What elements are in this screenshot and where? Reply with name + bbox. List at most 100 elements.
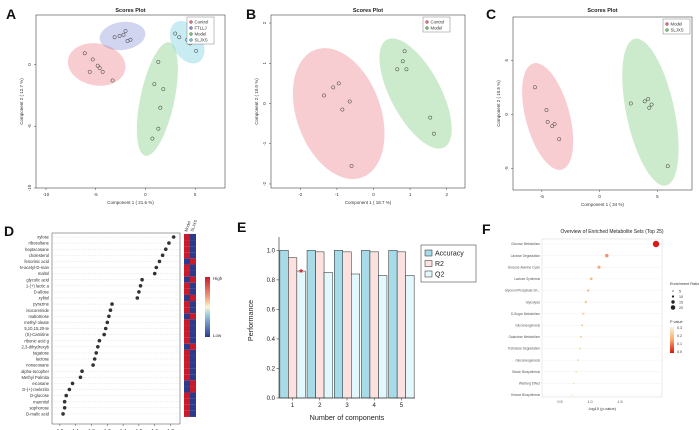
color-legend-label: 0.1 — [677, 342, 682, 346]
metabolite-set-label: Gluconeogenesis — [515, 324, 540, 328]
heat-cell-sljxs — [190, 398, 196, 405]
enrichment-point — [577, 359, 579, 362]
metabolite-set-label: Glycerol Phosphate Sh... — [505, 289, 540, 293]
score-point-control — [95, 63, 100, 68]
heat-cell-model — [184, 252, 190, 259]
legend-label: SLJXS — [195, 38, 208, 43]
heat-cell-model — [184, 368, 190, 375]
heat-cell-sljxs — [190, 368, 196, 375]
heat-cell-sljxs — [190, 294, 196, 302]
metabolite-label: 2,3-dihydroxyb — [22, 344, 50, 349]
y-axis-label: Component 2 ( 10.5 %) — [496, 80, 501, 127]
bar-q2 — [296, 270, 306, 399]
enrichment-point — [575, 370, 578, 373]
color-legend-label: 0.2 — [677, 334, 682, 338]
x-tick-label: -5 — [540, 194, 544, 199]
vip-point — [138, 284, 143, 288]
legend-label: SLJXS — [671, 28, 684, 33]
score-point-model — [550, 124, 555, 129]
vip-point — [135, 296, 140, 300]
score-point-control — [110, 78, 115, 83]
x-axis-label: Component 1 ( 34 %) — [581, 202, 624, 207]
heat-cell-model — [184, 313, 190, 320]
heat-cell-sljxs — [190, 313, 196, 320]
legend-label: R2 — [435, 261, 444, 268]
score-point-control — [100, 69, 105, 74]
metabolite-label: D-allose — [34, 290, 50, 295]
score-point-control — [82, 51, 87, 56]
plot-frame — [35, 14, 226, 189]
score-point-ftllj — [121, 32, 126, 37]
vip-point — [154, 265, 159, 270]
heat-cell-sljxs — [190, 307, 196, 314]
metabolite-set-label: Galactose Metabolism — [508, 335, 540, 339]
panel-a-scores-plot: Scores Plot -10 -5 0 5 -10 -5 0 Component 1 ( 21… — [19, 8, 226, 205]
enrichment-point — [589, 277, 593, 281]
metabolite-set-label: Glycolysis — [526, 300, 541, 304]
color-legend-label: 0.3 — [677, 326, 682, 330]
heatmap-column-label: Model — [183, 220, 191, 232]
score-point-ftllj — [125, 39, 130, 43]
y-tick-label: -1 — [262, 141, 267, 145]
heat-cell-model — [184, 319, 190, 326]
score-point-sljxs — [665, 164, 670, 169]
enrichment-point — [586, 289, 590, 292]
vip-point — [64, 393, 69, 398]
bar-accuracy — [334, 250, 343, 399]
legend-swatch — [424, 249, 433, 257]
x-tick-label: 0 — [144, 192, 147, 197]
panel-d: D xylose ribosultane heptacosane cholestero… — [0, 215, 235, 430]
score-point-sljxs — [646, 97, 651, 102]
vip-point — [62, 399, 67, 404]
legend-label: Model — [195, 32, 207, 37]
x-axis-label: Component 1 ( 21.6 %) — [107, 200, 154, 205]
heat-cell-sljxs — [190, 343, 196, 350]
y-tick-label: 0 — [27, 63, 32, 66]
heat-cell-model — [184, 276, 190, 283]
score-point-model — [156, 60, 161, 64]
enrichment-point — [605, 253, 609, 258]
metabolite-label: nonacosane — [26, 363, 49, 368]
y-tick-label: 1 — [262, 62, 267, 65]
heat-cell-sljxs — [190, 362, 196, 369]
heat-cell-sljxs — [190, 319, 196, 326]
metabolite-label: cholesterol — [29, 253, 49, 258]
size-legend-dot — [672, 290, 674, 292]
x-tick-label: 1.6 — [151, 428, 158, 430]
metabolite-label: ribonic acid g — [24, 338, 49, 343]
size-legend-title: Enrichment Ratio — [670, 282, 699, 286]
heat-cell-sljxs — [190, 301, 196, 308]
confidence-ellipse-model — [522, 63, 574, 170]
bar-q2 — [323, 272, 333, 399]
confidence-ellipse-control — [292, 48, 385, 180]
heat-cell-model — [184, 349, 190, 356]
x-tick-label: 0 — [598, 194, 601, 199]
plot-frame — [512, 16, 693, 191]
confidence-ellipse-sljxs — [622, 38, 679, 186]
x-tick-label: -5 — [94, 192, 98, 197]
vip-point — [160, 253, 165, 258]
heat-cell-model — [184, 294, 190, 302]
x-tick-label: -10 — [43, 192, 50, 197]
metabolite-label: 1-(+) lactic a — [26, 283, 50, 288]
metabolite-label: glycolic acid — [26, 277, 49, 282]
score-point-control — [347, 99, 352, 104]
vip-point — [152, 271, 157, 276]
heat-cell-sljxs — [190, 252, 196, 259]
size-legend-dot — [671, 295, 675, 298]
y-tick-label: -5 — [27, 124, 32, 128]
score-point-model — [150, 136, 155, 141]
y-tick-label: 0.6 — [267, 307, 276, 313]
score-point-control — [90, 57, 95, 62]
heat-cell-model — [184, 246, 190, 253]
vip-point — [103, 326, 108, 331]
heat-cell-sljxs — [190, 325, 196, 332]
heat-cell-sljxs — [190, 276, 196, 283]
metabolite-label: tagatose — [33, 351, 50, 356]
x-tick-label: 5 — [656, 194, 659, 199]
bar-accuracy — [279, 250, 289, 399]
heat-cell-model — [184, 331, 190, 338]
heat-cell-model — [184, 240, 190, 247]
metabolite-label: Methyl Palmita — [22, 375, 50, 380]
y-tick-label: 0 — [504, 113, 509, 116]
